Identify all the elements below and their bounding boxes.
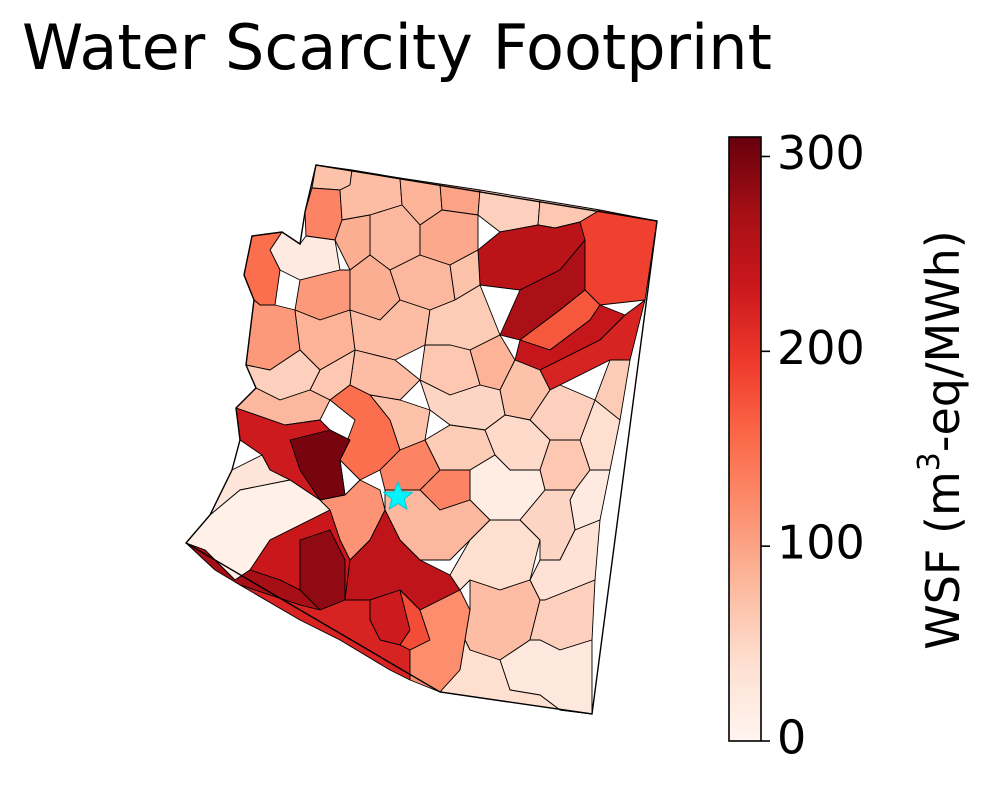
location-star-icon: [382, 480, 414, 511]
watershed-basin: [329, 384, 401, 481]
colorbar-tick-label: 0: [777, 711, 806, 765]
colorbar-tick-label: 100: [777, 516, 865, 570]
colorbar-label: WSF (m3-eq/MWh): [912, 230, 970, 650]
watershed-basin: [289, 429, 351, 501]
watershed-basin: [185, 542, 321, 611]
colorbar-gradient: [728, 136, 762, 742]
state-outline: [184, 164, 658, 715]
colorbar-tick-label: 300: [777, 126, 865, 180]
map-title: Water Scarcity Footprint: [22, 11, 772, 84]
colorbar-ticks: 0 100 200 300: [761, 126, 865, 765]
colorbar-tick-label: 200: [777, 321, 865, 375]
basin-layer: [185, 164, 658, 715]
watershed-basin: [239, 584, 411, 681]
